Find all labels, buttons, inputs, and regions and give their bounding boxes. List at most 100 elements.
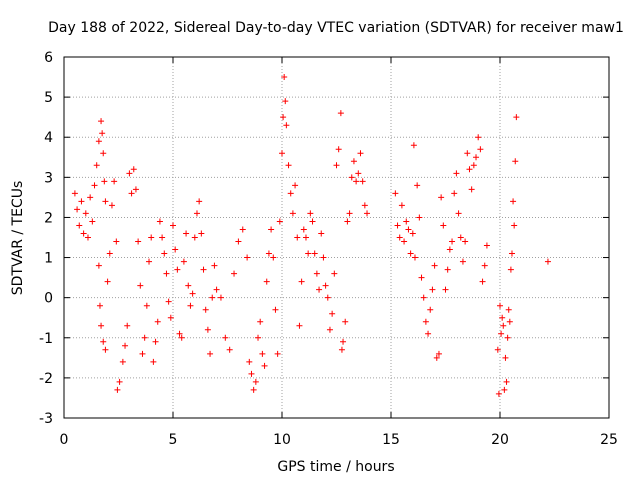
data-point xyxy=(150,358,157,365)
data-point xyxy=(93,162,100,169)
data-point xyxy=(435,350,442,357)
data-point xyxy=(344,218,351,225)
y-tick-label: 0 xyxy=(44,291,53,307)
data-point xyxy=(292,182,299,189)
data-point xyxy=(333,162,340,169)
data-point xyxy=(502,354,509,361)
data-point xyxy=(159,234,166,241)
data-point xyxy=(464,150,471,157)
data-point xyxy=(479,278,486,285)
data-point xyxy=(337,110,344,117)
data-point xyxy=(416,214,423,221)
y-tick-label: 3 xyxy=(44,170,53,186)
y-tick-label: 5 xyxy=(44,90,53,106)
data-point xyxy=(78,198,85,205)
data-point xyxy=(128,190,135,197)
data-point xyxy=(167,314,174,321)
data-points xyxy=(71,74,551,397)
data-point xyxy=(296,322,303,329)
data-point xyxy=(101,178,108,185)
data-point xyxy=(326,326,333,333)
data-point xyxy=(422,318,429,325)
data-point xyxy=(187,302,194,309)
data-point xyxy=(274,350,281,357)
data-point xyxy=(462,238,469,245)
data-point xyxy=(279,150,285,157)
data-point xyxy=(156,218,163,225)
data-point xyxy=(87,194,94,201)
data-point xyxy=(427,306,434,313)
data-point xyxy=(99,130,106,137)
data-point xyxy=(409,230,416,237)
data-point xyxy=(425,330,432,337)
data-point xyxy=(507,266,514,273)
data-point xyxy=(172,246,179,253)
data-point xyxy=(394,222,401,229)
data-point xyxy=(500,322,507,329)
data-point xyxy=(300,226,307,233)
data-point xyxy=(248,370,255,377)
data-point xyxy=(207,350,214,357)
data-point xyxy=(350,158,357,165)
data-point xyxy=(324,294,331,301)
data-point xyxy=(429,286,436,293)
data-point xyxy=(124,322,131,329)
data-point xyxy=(473,154,480,161)
data-point xyxy=(268,226,275,233)
data-point xyxy=(116,378,123,385)
data-point xyxy=(135,238,142,245)
data-point xyxy=(152,338,159,345)
data-point xyxy=(483,242,490,249)
data-point xyxy=(431,262,438,269)
data-point xyxy=(449,238,456,245)
chart-title: Day 188 of 2022, Sidereal Day-to-day VTE… xyxy=(48,20,624,36)
data-point xyxy=(222,334,229,341)
data-point xyxy=(119,358,126,365)
data-point xyxy=(329,310,336,317)
data-point xyxy=(444,266,451,273)
data-point xyxy=(76,222,83,229)
data-point xyxy=(74,206,81,213)
data-point xyxy=(396,234,403,241)
data-point xyxy=(246,358,253,365)
y-tick-label: -2 xyxy=(39,371,53,387)
data-point xyxy=(411,254,418,261)
data-point xyxy=(298,278,305,285)
data-point xyxy=(202,306,209,313)
data-point xyxy=(340,338,347,345)
data-point xyxy=(355,170,362,177)
data-point xyxy=(174,266,181,273)
data-point xyxy=(506,318,513,325)
y-axis-label: SDTVAR / TECUs xyxy=(10,181,26,296)
data-point xyxy=(82,210,89,217)
data-point xyxy=(263,278,270,285)
data-point xyxy=(146,258,153,265)
data-point xyxy=(71,190,78,197)
data-point xyxy=(499,314,506,321)
data-point xyxy=(209,294,216,301)
data-point xyxy=(130,166,137,173)
data-point xyxy=(204,326,211,333)
data-point xyxy=(392,190,399,197)
data-point xyxy=(252,378,259,385)
data-point xyxy=(183,230,190,237)
data-point xyxy=(165,298,172,305)
data-point xyxy=(170,222,176,229)
data-point xyxy=(510,198,517,205)
data-point xyxy=(231,270,238,277)
data-point xyxy=(196,198,203,205)
data-point xyxy=(359,178,366,185)
data-point xyxy=(361,202,368,209)
y-tick-label: -3 xyxy=(39,411,53,427)
data-point xyxy=(513,114,520,121)
data-point xyxy=(283,122,290,129)
data-point xyxy=(348,174,355,181)
data-point xyxy=(342,318,349,325)
data-point xyxy=(346,210,353,217)
data-point xyxy=(104,278,111,285)
data-point xyxy=(451,190,458,197)
data-point xyxy=(414,182,421,189)
data-point xyxy=(335,146,342,153)
data-point xyxy=(503,378,510,385)
